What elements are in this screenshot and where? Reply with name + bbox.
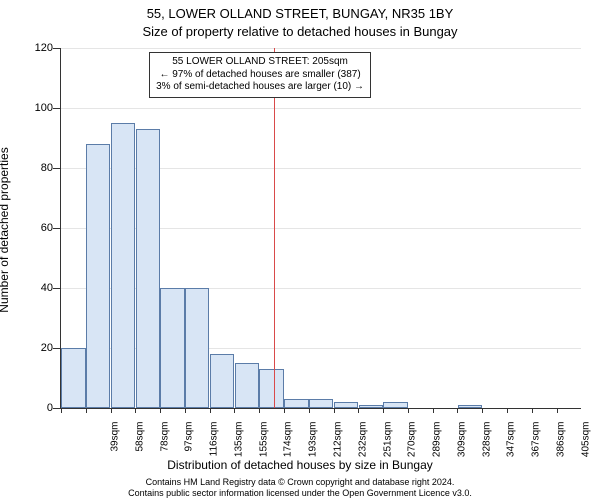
- y-tick: [53, 288, 61, 289]
- x-tick: [61, 408, 62, 413]
- x-tick: [111, 408, 112, 413]
- x-tick: [383, 408, 384, 413]
- footer-line1: Contains HM Land Registry data © Crown c…: [0, 477, 600, 487]
- histogram-bar: [359, 405, 383, 408]
- histogram-bar: [334, 402, 358, 408]
- plot-area: 02040608010012039sqm58sqm78sqm97sqm116sq…: [60, 48, 581, 409]
- title-sub: Size of property relative to detached ho…: [0, 24, 600, 39]
- x-tick: [457, 408, 458, 413]
- x-tick: [135, 408, 136, 413]
- histogram-bar: [136, 129, 160, 408]
- histogram-bar: [383, 402, 407, 408]
- x-tick: [234, 408, 235, 413]
- y-tick-label: 100: [13, 102, 53, 114]
- histogram-bar: [160, 288, 184, 408]
- x-axis-label: Distribution of detached houses by size …: [0, 458, 600, 472]
- histogram-bar: [185, 288, 209, 408]
- reference-line: [274, 48, 275, 408]
- histogram-bar: [61, 348, 85, 408]
- y-axis-label: Number of detached properties: [0, 65, 11, 230]
- title-main: 55, LOWER OLLAND STREET, BUNGAY, NR35 1B…: [0, 6, 600, 21]
- x-tick: [507, 408, 508, 413]
- y-tick-label: 20: [13, 342, 53, 354]
- x-tick: [532, 408, 533, 413]
- x-tick: [358, 408, 359, 413]
- x-tick: [259, 408, 260, 413]
- y-tick: [53, 228, 61, 229]
- chart-container: 55, LOWER OLLAND STREET, BUNGAY, NR35 1B…: [0, 0, 600, 500]
- x-tick: [334, 408, 335, 413]
- x-tick: [185, 408, 186, 413]
- annotation-line: 55 LOWER OLLAND STREET: 205sqm: [156, 56, 364, 69]
- y-tick-label: 60: [13, 222, 53, 234]
- histogram-bar: [210, 354, 234, 408]
- y-tick-label: 0: [13, 402, 53, 414]
- x-tick: [309, 408, 310, 413]
- y-tick-label: 80: [13, 162, 53, 174]
- x-tick: [482, 408, 483, 413]
- histogram-bar: [284, 399, 308, 408]
- x-tick: [210, 408, 211, 413]
- x-tick: [284, 408, 285, 413]
- gridline: [61, 108, 581, 109]
- y-tick-label: 40: [13, 282, 53, 294]
- gridline: [61, 48, 581, 49]
- histogram-bar: [259, 369, 283, 408]
- y-tick: [53, 348, 61, 349]
- histogram-bar: [111, 123, 135, 408]
- annotation-line: ← 97% of detached houses are smaller (38…: [156, 69, 364, 82]
- y-tick: [53, 168, 61, 169]
- x-tick: [433, 408, 434, 413]
- y-tick: [53, 48, 61, 49]
- y-tick: [53, 108, 61, 109]
- histogram-bar: [235, 363, 259, 408]
- histogram-bar: [86, 144, 110, 408]
- x-tick: [86, 408, 87, 413]
- annotation-line: 3% of semi-detached houses are larger (1…: [156, 81, 364, 94]
- histogram-bar: [458, 405, 482, 408]
- y-tick-label: 120: [13, 42, 53, 54]
- x-tick: [408, 408, 409, 413]
- footer-line2: Contains public sector information licen…: [0, 488, 600, 498]
- footer-attribution: Contains HM Land Registry data © Crown c…: [0, 477, 600, 498]
- x-tick: [160, 408, 161, 413]
- annotation-box: 55 LOWER OLLAND STREET: 205sqm← 97% of d…: [149, 52, 371, 98]
- histogram-bar: [309, 399, 333, 408]
- y-tick: [53, 408, 61, 409]
- x-tick: [557, 408, 558, 413]
